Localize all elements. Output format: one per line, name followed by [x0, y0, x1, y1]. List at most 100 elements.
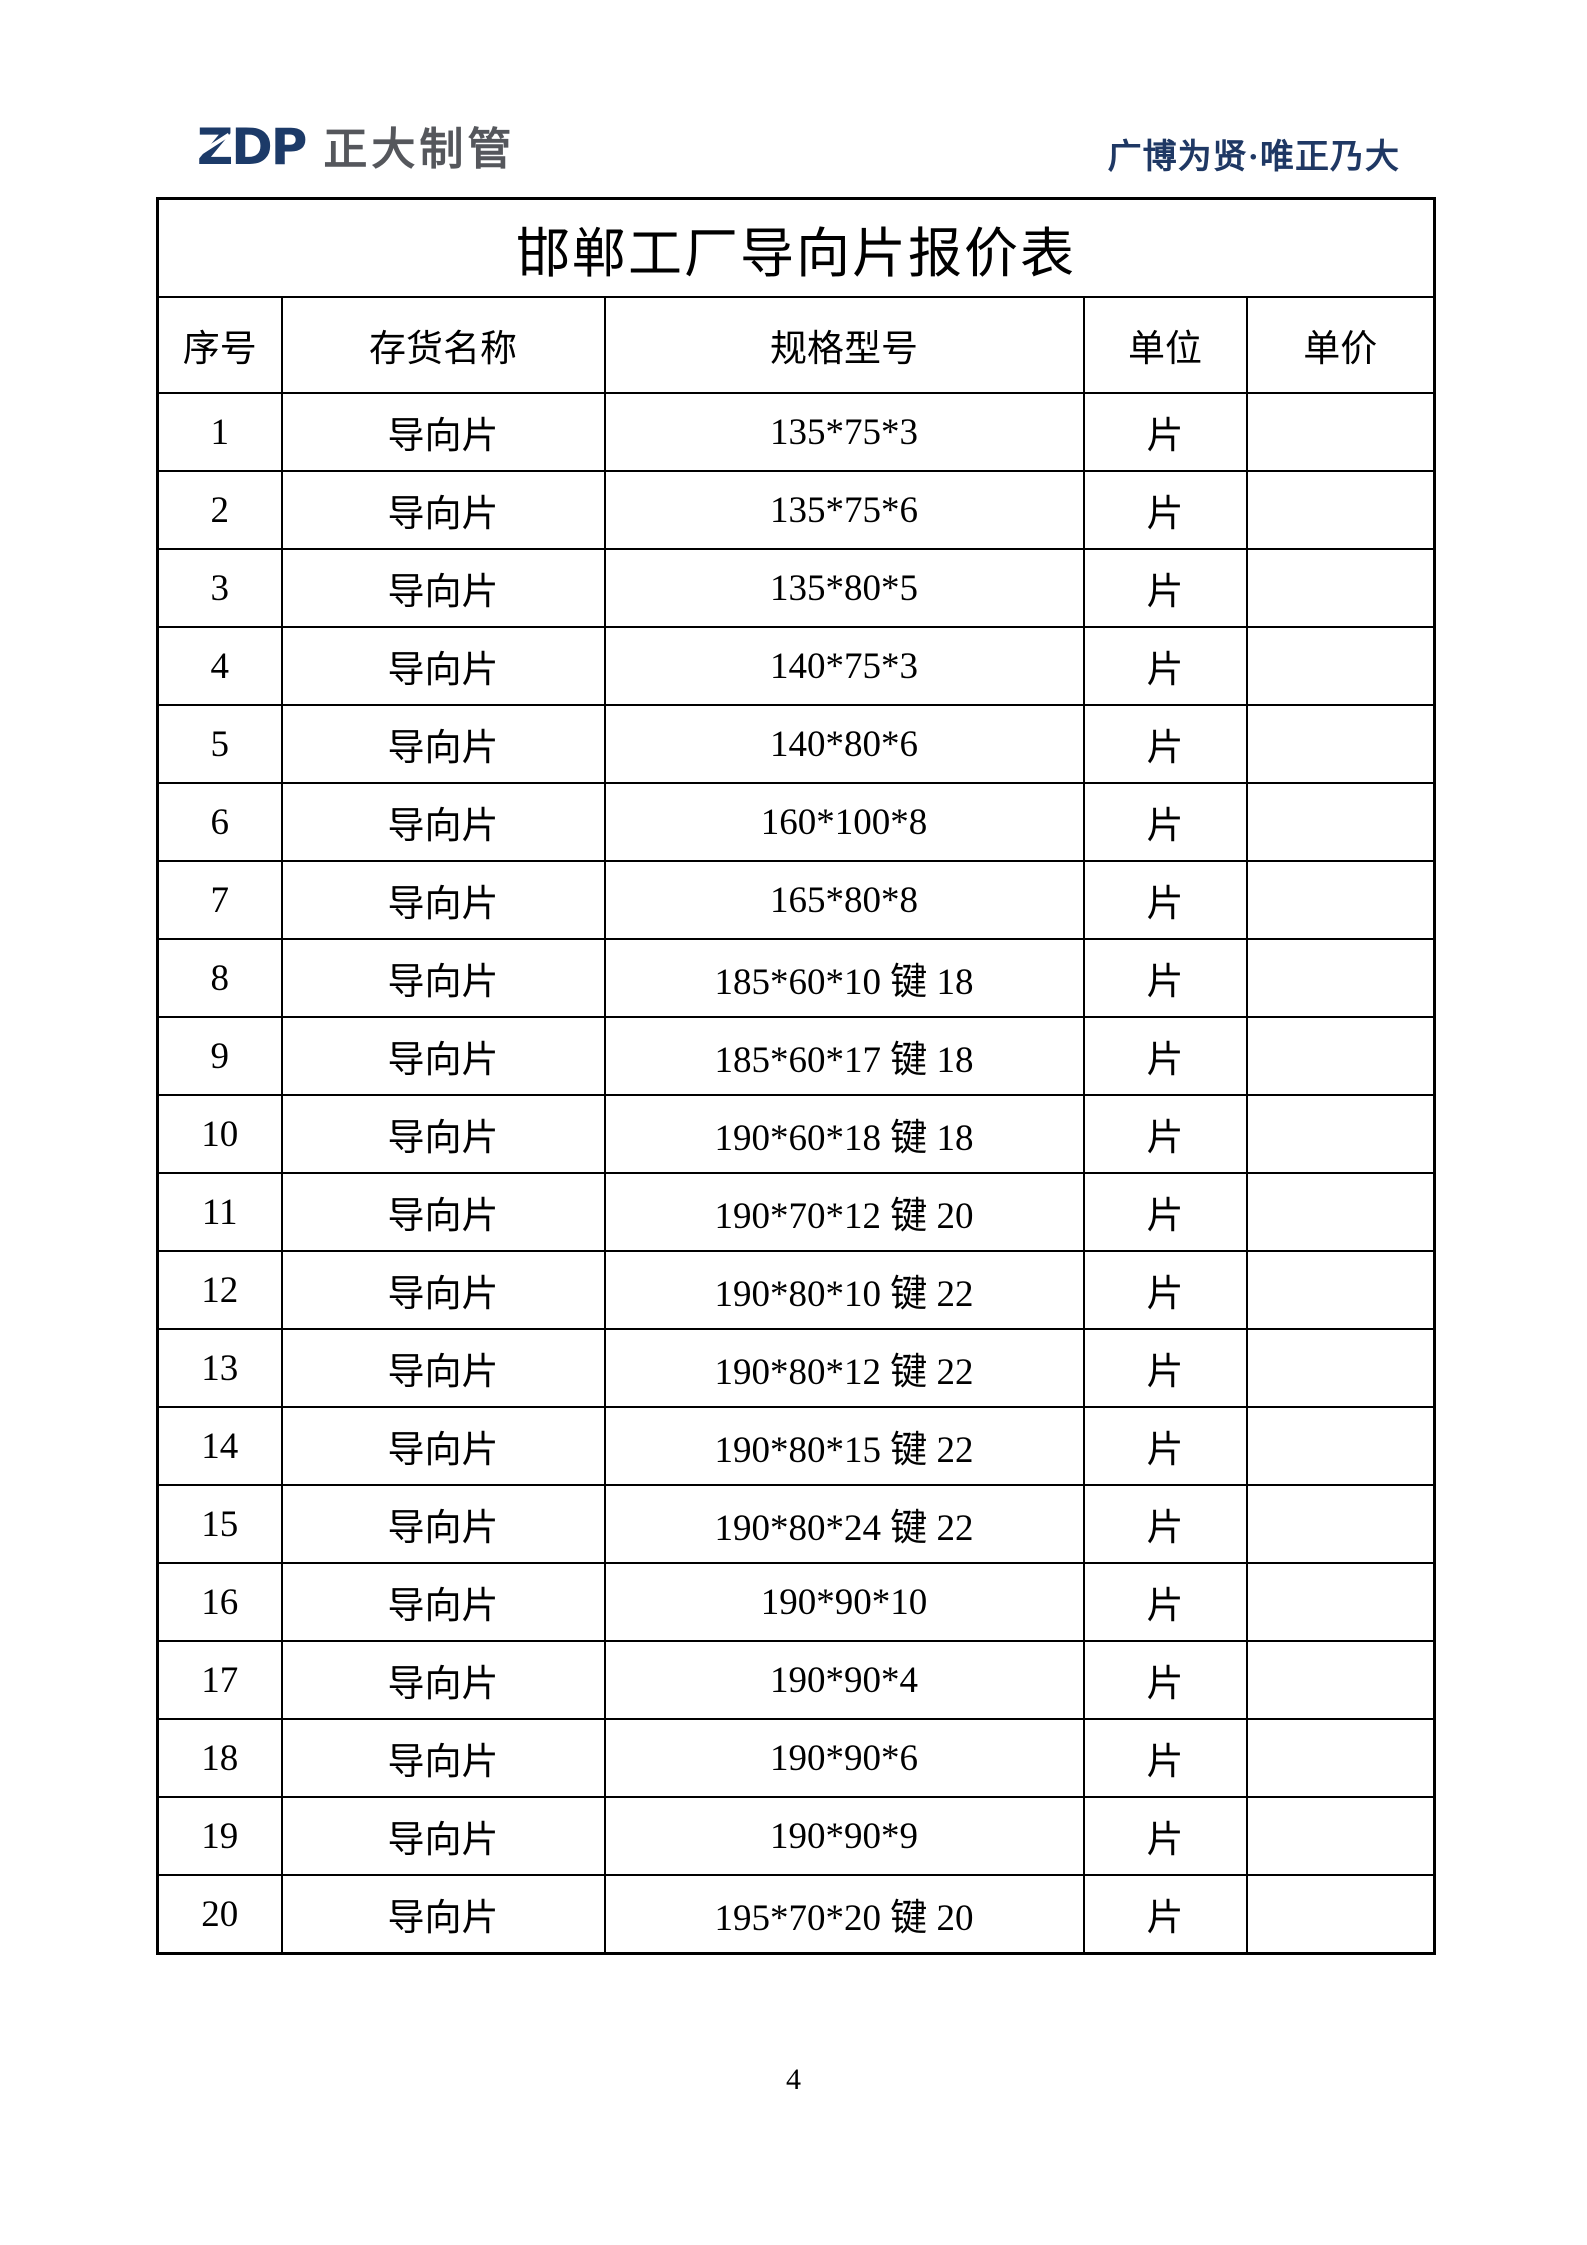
cell-no: 1 — [156, 392, 283, 472]
price-table: 邯郸工厂导向片报价表 序号 存货名称 规格型号 单位 单价 1 导向片 135*75*3 片 2… — [156, 197, 1437, 1955]
table-row: 18 导向片 190*90*6 片 — [156, 1718, 1436, 1798]
cell-spec: 190*90*6 — [603, 1718, 1085, 1798]
cell-price — [1245, 1328, 1436, 1408]
cell-price — [1245, 548, 1436, 628]
cell-no: 20 — [156, 1874, 283, 1955]
cell-unit: 片 — [1082, 1874, 1248, 1955]
cell-unit: 片 — [1082, 1718, 1248, 1798]
cell-name: 导向片 — [280, 860, 606, 940]
cell-unit: 片 — [1082, 1484, 1248, 1564]
page-number: 4 — [786, 2063, 801, 2096]
document-header: ZDP 正大制管 广博为贤·唯正乃大 — [0, 0, 1587, 197]
cell-no: 5 — [156, 704, 283, 784]
cell-price — [1245, 1250, 1436, 1330]
cell-spec: 190*80*24 键 22 — [603, 1484, 1085, 1564]
cell-unit: 片 — [1082, 1640, 1248, 1720]
cell-spec: 160*100*8 — [603, 782, 1085, 862]
cell-no: 17 — [156, 1640, 283, 1720]
cell-spec: 135*80*5 — [603, 548, 1085, 628]
cell-unit: 片 — [1082, 548, 1248, 628]
column-header-4: 单价 — [1245, 296, 1436, 394]
cell-unit: 片 — [1082, 1328, 1248, 1408]
cell-name: 导向片 — [280, 704, 606, 784]
cell-no: 14 — [156, 1406, 283, 1486]
cell-price — [1245, 782, 1436, 862]
cell-name: 导向片 — [280, 1562, 606, 1642]
cell-price — [1245, 1640, 1436, 1720]
cell-no: 4 — [156, 626, 283, 706]
cell-price — [1245, 1172, 1436, 1252]
cell-unit: 片 — [1082, 1016, 1248, 1096]
table-row: 9 导向片 185*60*17 键 18 片 — [156, 1016, 1436, 1096]
table-row: 10 导向片 190*60*18 键 18 片 — [156, 1094, 1436, 1174]
cell-unit: 片 — [1082, 1250, 1248, 1330]
cell-no: 18 — [156, 1718, 283, 1798]
cell-price — [1245, 1796, 1436, 1876]
cell-spec: 190*80*15 键 22 — [603, 1406, 1085, 1486]
company-logo: ZDP 正大制管 — [197, 122, 515, 172]
cell-price — [1245, 1562, 1436, 1642]
cell-price — [1245, 1484, 1436, 1564]
table-row: 12 导向片 190*80*10 键 22 片 — [156, 1250, 1436, 1330]
cell-price — [1245, 1094, 1436, 1174]
table-row: 6 导向片 160*100*8 片 — [156, 782, 1436, 862]
cell-price — [1245, 1016, 1436, 1096]
cell-spec: 140*80*6 — [603, 704, 1085, 784]
table-row: 7 导向片 165*80*8 片 — [156, 860, 1436, 940]
table-row: 20 导向片 195*70*20 键 20 片 — [156, 1874, 1436, 1955]
cell-unit: 片 — [1082, 1172, 1248, 1252]
table-row: 15 导向片 190*80*24 键 22 片 — [156, 1484, 1436, 1564]
table-title-row: 邯郸工厂导向片报价表 — [156, 197, 1436, 298]
cell-no: 10 — [156, 1094, 283, 1174]
cell-price — [1245, 704, 1436, 784]
cell-no: 3 — [156, 548, 283, 628]
cell-spec: 190*90*10 — [603, 1562, 1085, 1642]
cell-unit: 片 — [1082, 938, 1248, 1018]
table-row: 16 导向片 190*90*10 片 — [156, 1562, 1436, 1642]
cell-unit: 片 — [1082, 704, 1248, 784]
cell-no: 15 — [156, 1484, 283, 1564]
cell-price — [1245, 1406, 1436, 1486]
cell-spec: 195*70*20 键 20 — [603, 1874, 1085, 1955]
cell-spec: 135*75*6 — [603, 470, 1085, 550]
cell-price — [1245, 470, 1436, 550]
cell-price — [1245, 938, 1436, 1018]
cell-name: 导向片 — [280, 1250, 606, 1330]
cell-no: 7 — [156, 860, 283, 940]
table-row: 13 导向片 190*80*12 键 22 片 — [156, 1328, 1436, 1408]
cell-no: 12 — [156, 1250, 283, 1330]
cell-spec: 190*70*12 键 20 — [603, 1172, 1085, 1252]
table-row: 8 导向片 185*60*10 键 18 片 — [156, 938, 1436, 1018]
cell-name: 导向片 — [280, 1640, 606, 1720]
cell-name: 导向片 — [280, 626, 606, 706]
table-row: 11 导向片 190*70*12 键 20 片 — [156, 1172, 1436, 1252]
cell-price — [1245, 392, 1436, 472]
column-header-2: 规格型号 — [603, 296, 1085, 394]
cell-name: 导向片 — [280, 1094, 606, 1174]
cell-no: 11 — [156, 1172, 283, 1252]
table-row: 3 导向片 135*80*5 片 — [156, 548, 1436, 628]
table-header-row: 序号 存货名称 规格型号 单位 单价 — [156, 296, 1436, 394]
column-header-0: 序号 — [156, 296, 283, 394]
cell-spec: 190*90*9 — [603, 1796, 1085, 1876]
cell-no: 6 — [156, 782, 283, 862]
cell-no: 16 — [156, 1562, 283, 1642]
column-header-1: 存货名称 — [280, 296, 606, 394]
table-body: 1 导向片 135*75*3 片 2 导向片 135*75*6 片 3 导向片 135*80*5 片 4… — [156, 392, 1436, 1955]
table-row: 5 导向片 140*80*6 片 — [156, 704, 1436, 784]
cell-name: 导向片 — [280, 1328, 606, 1408]
cell-name: 导向片 — [280, 1796, 606, 1876]
table-row: 19 导向片 190*90*9 片 — [156, 1796, 1436, 1876]
cell-unit: 片 — [1082, 626, 1248, 706]
cell-unit: 片 — [1082, 392, 1248, 472]
cell-name: 导向片 — [280, 938, 606, 1018]
cell-spec: 190*90*4 — [603, 1640, 1085, 1720]
cell-price — [1245, 1874, 1436, 1955]
cell-no: 2 — [156, 470, 283, 550]
cell-no: 19 — [156, 1796, 283, 1876]
cell-name: 导向片 — [280, 1172, 606, 1252]
cell-spec: 190*60*18 键 18 — [603, 1094, 1085, 1174]
cell-unit: 片 — [1082, 1406, 1248, 1486]
cell-unit: 片 — [1082, 782, 1248, 862]
